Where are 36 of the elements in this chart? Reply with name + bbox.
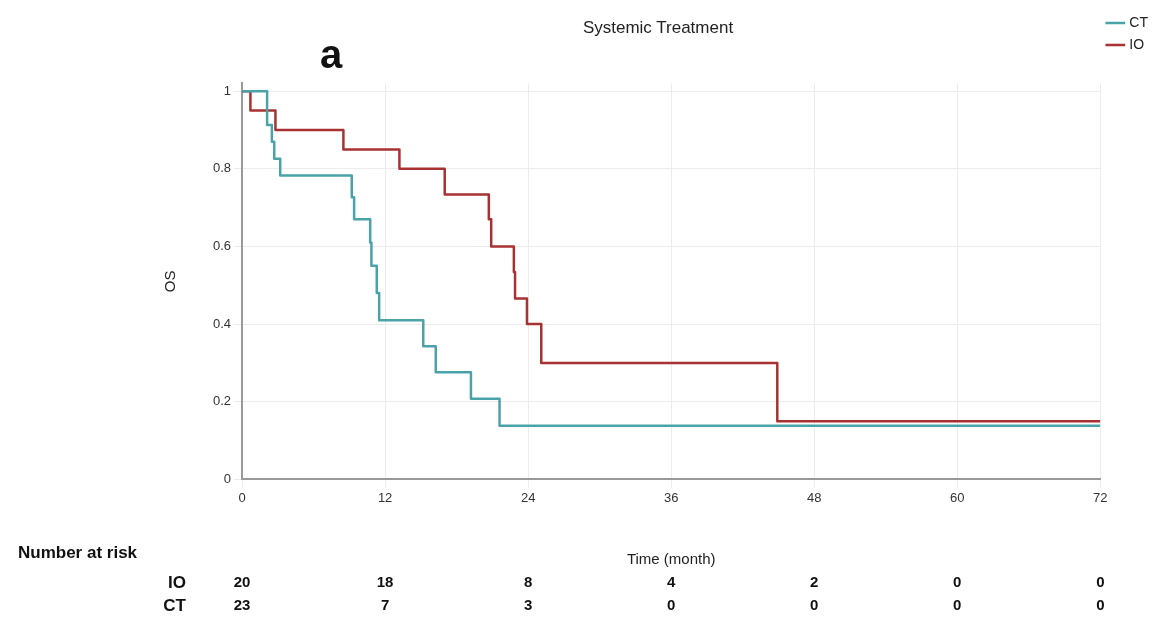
x-tick-label: 24 (520, 489, 536, 505)
text: 0 (953, 573, 962, 591)
chart-title: Systemic Treatment (582, 17, 734, 37)
text: 2 (810, 573, 819, 591)
y-tick-label: 1 (223, 82, 232, 98)
text: 0 (1096, 596, 1105, 614)
text: 0 (810, 596, 819, 614)
legend-label: CT (1129, 13, 1149, 30)
text: 20 (233, 573, 251, 591)
y-axis-title: OS (161, 270, 179, 293)
text: CT (163, 595, 187, 615)
text: 4 (667, 573, 677, 591)
x-tick-label: 48 (807, 489, 822, 505)
x-tick-label: 12 (377, 489, 393, 505)
text: 0 (1096, 573, 1105, 591)
y-tick-label: 0 (223, 470, 232, 486)
text: 0 (953, 596, 962, 614)
text: 3 (523, 596, 533, 614)
x-tick-label: 36 (663, 489, 679, 505)
y-tick-label: 0.6 (212, 238, 232, 254)
x-tick-label: 72 (1093, 489, 1108, 505)
text: 0 (667, 596, 676, 614)
text: a (320, 32, 343, 76)
x-tick-label: 0 (238, 489, 246, 505)
x-axis-title: Time (month) (626, 550, 716, 568)
text: 18 (376, 573, 394, 591)
text: 8 (523, 573, 533, 591)
text: 7 (380, 596, 390, 614)
legend-label: IO (1129, 35, 1145, 52)
text: IO (168, 572, 186, 592)
x-tick-label: 60 (950, 489, 965, 505)
text: Number at risk (18, 542, 138, 562)
text: 23 (233, 596, 251, 614)
y-tick-label: 0.2 (212, 393, 232, 409)
y-tick-label: 0.8 (212, 160, 232, 176)
y-tick-label: 0.4 (212, 315, 232, 331)
